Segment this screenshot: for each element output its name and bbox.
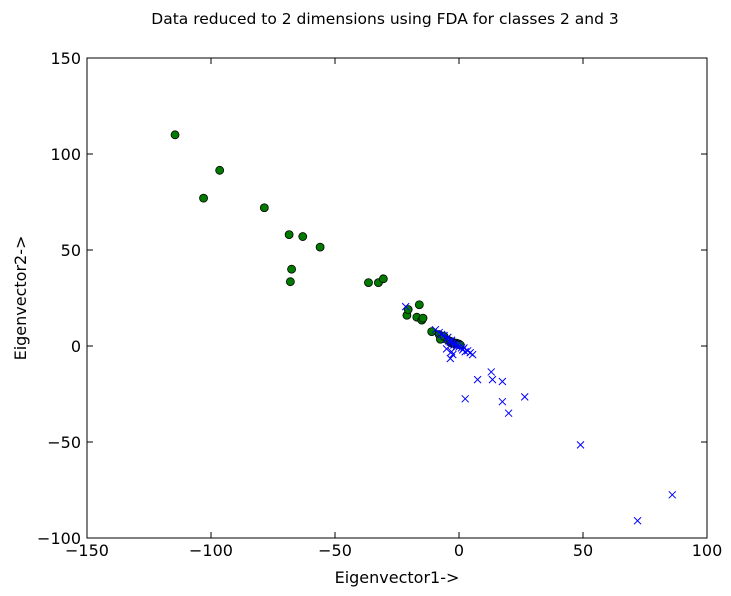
data-point-x [440, 331, 448, 340]
x-tick-label: −100 [189, 541, 233, 560]
data-point-x [473, 375, 482, 384]
y-axis: −100 −50 0 50 100 150 [37, 49, 707, 548]
y-tick-label: −100 [37, 529, 81, 548]
data-point-circle [418, 313, 428, 323]
data-point-x [488, 375, 497, 384]
y-tick-label: 0 [71, 337, 81, 356]
series-1 [401, 302, 677, 525]
data-point-x [468, 350, 477, 359]
data-point-x [461, 394, 470, 403]
data-point-circle [378, 274, 388, 284]
data-point-x [633, 516, 642, 525]
data-point-circle [199, 193, 208, 203]
x-tick-label: 50 [573, 541, 593, 560]
data-point-circle [259, 203, 269, 213]
data-point-circle [414, 300, 424, 310]
axes-frame [86, 57, 708, 539]
y-axis-label: Eigenvector2-> [11, 236, 30, 361]
data-point-circle [364, 278, 373, 288]
data-point-x [498, 377, 507, 386]
x-axis: −150 −100 −50 0 50 100 [65, 58, 722, 560]
data-point-circle [170, 130, 180, 140]
data-point-circle [427, 327, 437, 337]
data-point-circle [315, 242, 325, 252]
y-tick-label: 50 [61, 241, 81, 260]
data-point-x [401, 302, 410, 311]
x-tick-label: 100 [692, 541, 723, 560]
x-tick-label: −50 [318, 541, 352, 560]
x-axis-label: Eigenvector1-> [335, 568, 460, 587]
y-tick-label: 100 [50, 145, 81, 164]
data-point-circle [298, 232, 308, 241]
data-point-x [576, 441, 585, 449]
data-point-x [668, 490, 677, 499]
data-point-x [504, 409, 513, 418]
data-point-x [446, 354, 455, 363]
data-point-x [487, 368, 496, 376]
x-tick-label: 0 [454, 541, 464, 560]
chart-title: Data reduced to 2 dimensions using FDA f… [151, 10, 618, 28]
data-point-x [498, 397, 507, 406]
data-point-circle [215, 165, 225, 175]
data-point-x [431, 325, 440, 334]
y-tick-label: 150 [50, 49, 81, 68]
data-point-circle [284, 230, 294, 240]
y-tick-label: −50 [47, 433, 81, 452]
x-tick-label: −150 [65, 541, 109, 560]
data-points [170, 130, 677, 525]
data-point-circle [287, 264, 297, 274]
data-point-x [448, 350, 457, 359]
data-point-x [520, 393, 529, 401]
data-point-x [442, 345, 451, 353]
data-point-circle [285, 277, 295, 287]
